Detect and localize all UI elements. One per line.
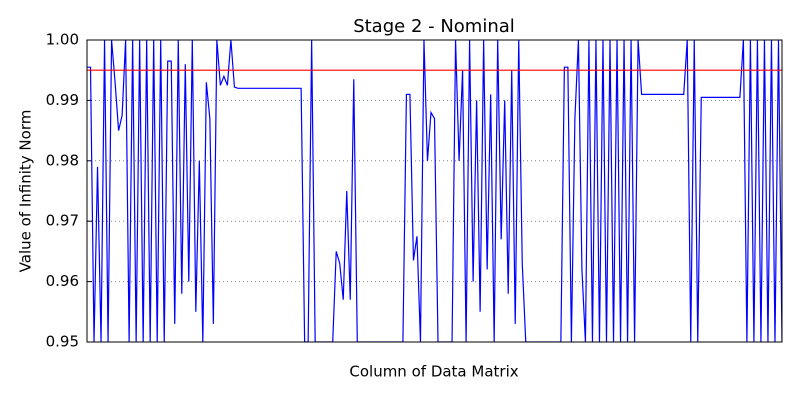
y-tick-label: 0.95 — [46, 333, 79, 351]
y-tick-label: 0.97 — [46, 212, 79, 230]
data-line — [87, 40, 782, 342]
y-axis-label: Value of Infinity Norm — [17, 110, 35, 273]
y-tick-label: 0.99 — [46, 91, 79, 109]
y-tick-label: 0.98 — [46, 151, 79, 169]
y-tick-label: 0.96 — [46, 272, 79, 290]
x-axis-label: Column of Data Matrix — [349, 363, 518, 381]
y-tick-label: 1.00 — [46, 31, 79, 49]
plot-frame — [86, 39, 783, 343]
chart-title: Stage 2 - Nominal — [353, 16, 515, 37]
